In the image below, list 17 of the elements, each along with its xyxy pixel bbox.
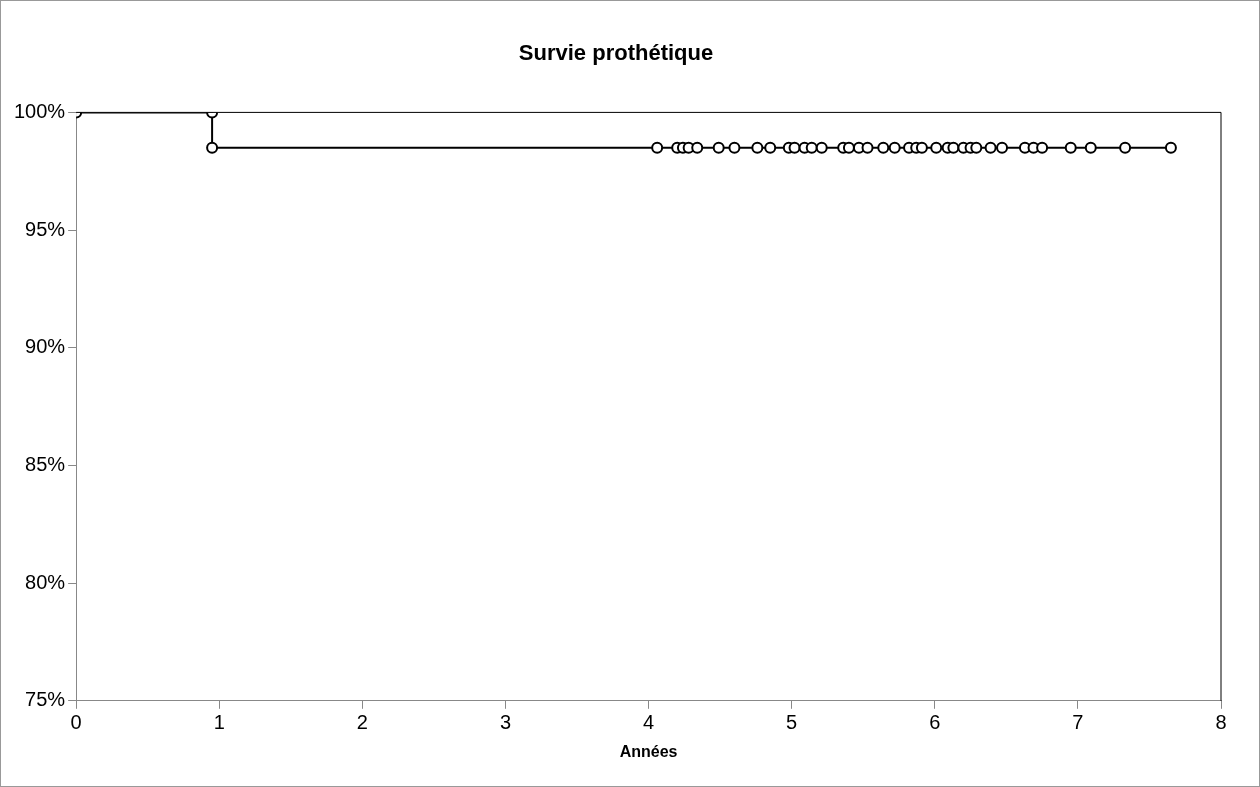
- chart-title: Survie prothétique: [518, 40, 714, 66]
- y-tick-label: 100%: [14, 99, 66, 122]
- x-tick-label: 0: [70, 711, 82, 734]
- x-axis-title: Années: [619, 742, 678, 760]
- y-tick-label: 90%: [25, 335, 66, 358]
- y-tick-label: 85%: [25, 452, 66, 475]
- y-tick-label: 75%: [25, 688, 66, 711]
- x-tick-label: 8: [1215, 711, 1227, 734]
- x-tick-label: 2: [356, 711, 368, 734]
- x-tick-label: 3: [499, 711, 512, 734]
- y-tick-label: 95%: [25, 217, 66, 240]
- x-tick-label: 5: [786, 711, 798, 734]
- x-tick-label: 4: [643, 711, 655, 734]
- y-tick-label: 80%: [25, 570, 66, 593]
- x-tick-label: 1: [213, 711, 225, 734]
- x-tick-label: 7: [1072, 711, 1084, 734]
- x-tick-label: 6: [929, 711, 941, 734]
